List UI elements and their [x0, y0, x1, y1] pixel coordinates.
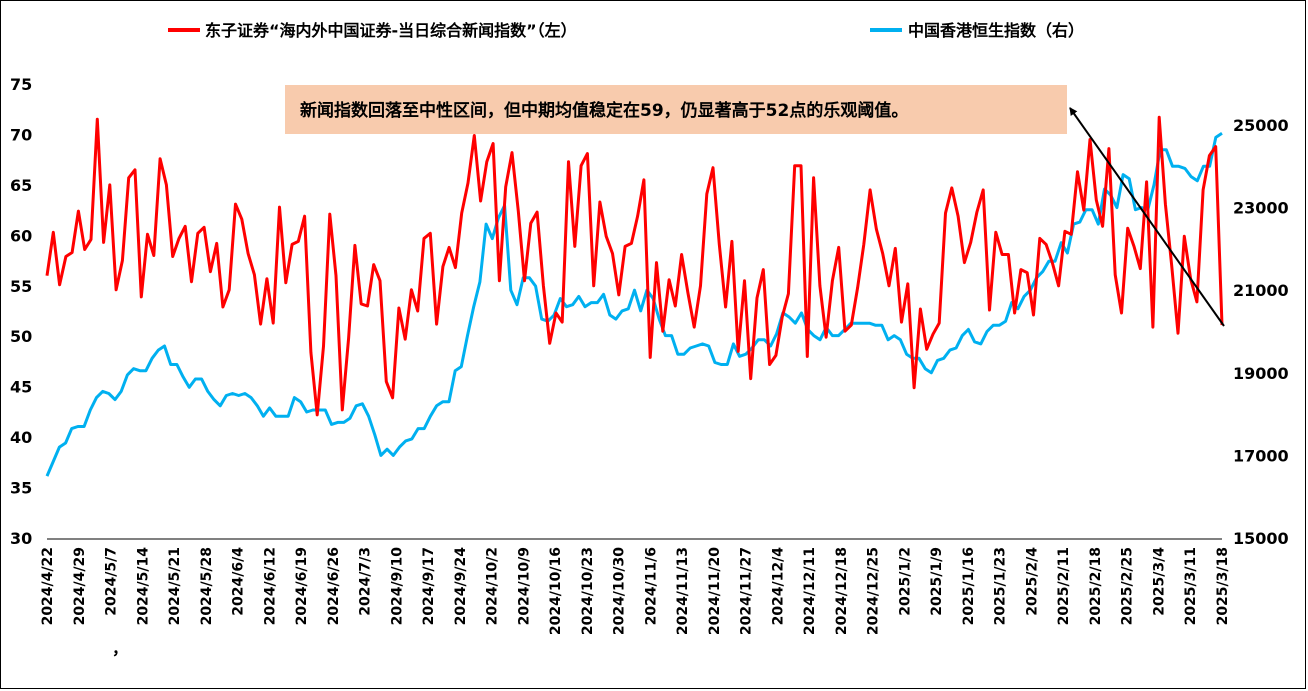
y-axis-right: 15000 17000 19000 21000 23000 25000 [1233, 116, 1289, 548]
legend: 东子证券“海内外中国证券-当日综合新闻指数”（左） 中国香港恒生指数（右） [168, 21, 1084, 40]
x-tick-label: 2024/10/9 [516, 547, 532, 625]
x-tick-label: 2024/9/24 [453, 547, 469, 626]
x-tick-label: 2024/5/14 [135, 547, 151, 626]
x-axis: 2024/4/22 2024/4/29 2024/5/7 2024/5/14 2024/… [40, 538, 1231, 635]
x-tick-label: 2024/12/11 [802, 547, 818, 635]
x-tick-label: 2024/10/2 [485, 547, 501, 625]
x-tick-label: 2024/9/17 [421, 547, 437, 625]
x-tick-label: 2025/3/4 [1152, 547, 1168, 616]
series-line-news-index [45, 115, 1224, 417]
x-tick-label: 2024/12/18 [834, 547, 850, 635]
x-tick-label: 2024/7/3 [358, 547, 374, 616]
x-tick-label: 2025/2/4 [1025, 547, 1041, 616]
y-right-tick-label: 21000 [1233, 281, 1289, 300]
x-tick-label: 2025/1/23 [993, 547, 1009, 625]
x-tick-label: 2025/1/16 [961, 547, 977, 625]
x-tick-label: 2025/2/11 [1056, 547, 1072, 625]
x-tick-label: 2024/4/29 [72, 547, 88, 625]
y-left-tick-label: 75 [10, 75, 32, 94]
annotation-box [285, 85, 1067, 134]
legend-label-news-index: 东子证券“海内外中国证券-当日综合新闻指数”（左） [205, 21, 577, 40]
x-tick-label: 2024/12/4 [770, 547, 786, 626]
y-axis-left: 30 35 40 45 50 55 60 65 70 75 [10, 75, 32, 548]
annotation-text: 新闻指数回落至中性区间，但中期均值稳定在59，仍显著高于52点的乐观阈值。 [300, 100, 908, 121]
y-left-tick-label: 55 [10, 277, 32, 296]
x-tick-label: 2024/4/22 [40, 547, 56, 625]
x-tick-label: 2024/6/4 [231, 547, 247, 616]
x-tick-label: 2024/12/25 [866, 547, 882, 635]
x-tick-label: 2024/5/7 [104, 547, 120, 616]
stray-comma-mark: ， [112, 639, 128, 658]
y-right-tick-label: 19000 [1233, 364, 1289, 383]
x-tick-label: 2024/6/19 [294, 547, 310, 625]
x-tick-label: 2024/10/30 [612, 547, 628, 635]
x-tick-label: 2024/10/23 [580, 547, 596, 635]
x-tick-label: 2024/9/10 [389, 547, 405, 626]
x-tick-label: 2024/5/28 [199, 547, 215, 625]
x-tick-label: 2025/3/18 [1215, 547, 1231, 625]
x-tick-label: 2025/2/25 [1120, 547, 1136, 625]
legend-label-hang-seng: 中国香港恒生指数（右） [908, 21, 1084, 40]
y-left-tick-label: 50 [10, 327, 32, 346]
x-tick-label: 2025/1/9 [929, 547, 945, 616]
x-tick-label: 2025/3/11 [1183, 547, 1199, 625]
y-right-tick-label: 15000 [1233, 529, 1289, 548]
annotation-arrow [1069, 107, 1225, 327]
x-tick-label: 2024/10/16 [548, 547, 564, 635]
y-right-tick-label: 23000 [1233, 199, 1289, 218]
x-tick-label: 2024/11/20 [707, 547, 723, 635]
y-left-tick-label: 45 [10, 378, 32, 397]
x-tick-label: 2025/1/2 [897, 547, 913, 616]
x-tick-label: 2024/11/6 [643, 547, 659, 625]
x-tick-label: 2024/5/21 [167, 547, 183, 625]
x-tick-label: 2025/2/18 [1088, 547, 1104, 625]
y-left-tick-label: 70 [10, 125, 32, 144]
x-tick-label: 2024/11/13 [675, 547, 691, 635]
y-left-tick-label: 30 [10, 529, 32, 548]
y-left-tick-label: 65 [10, 176, 32, 195]
annotation: 新闻指数回落至中性区间，但中期均值稳定在59，仍显著高于52点的乐观阈值。 [285, 85, 1225, 327]
y-left-tick-label: 60 [10, 226, 32, 245]
y-left-tick-label: 35 [10, 479, 32, 498]
y-left-tick-label: 40 [10, 428, 32, 447]
x-tick-label: 2024/6/12 [262, 547, 278, 625]
x-tick-label: 2024/6/26 [326, 547, 342, 625]
y-right-tick-label: 25000 [1233, 116, 1289, 135]
series-line-hang-seng [45, 132, 1223, 477]
x-tick-label: 2024/11/27 [739, 547, 755, 635]
y-right-tick-label: 17000 [1233, 446, 1289, 465]
